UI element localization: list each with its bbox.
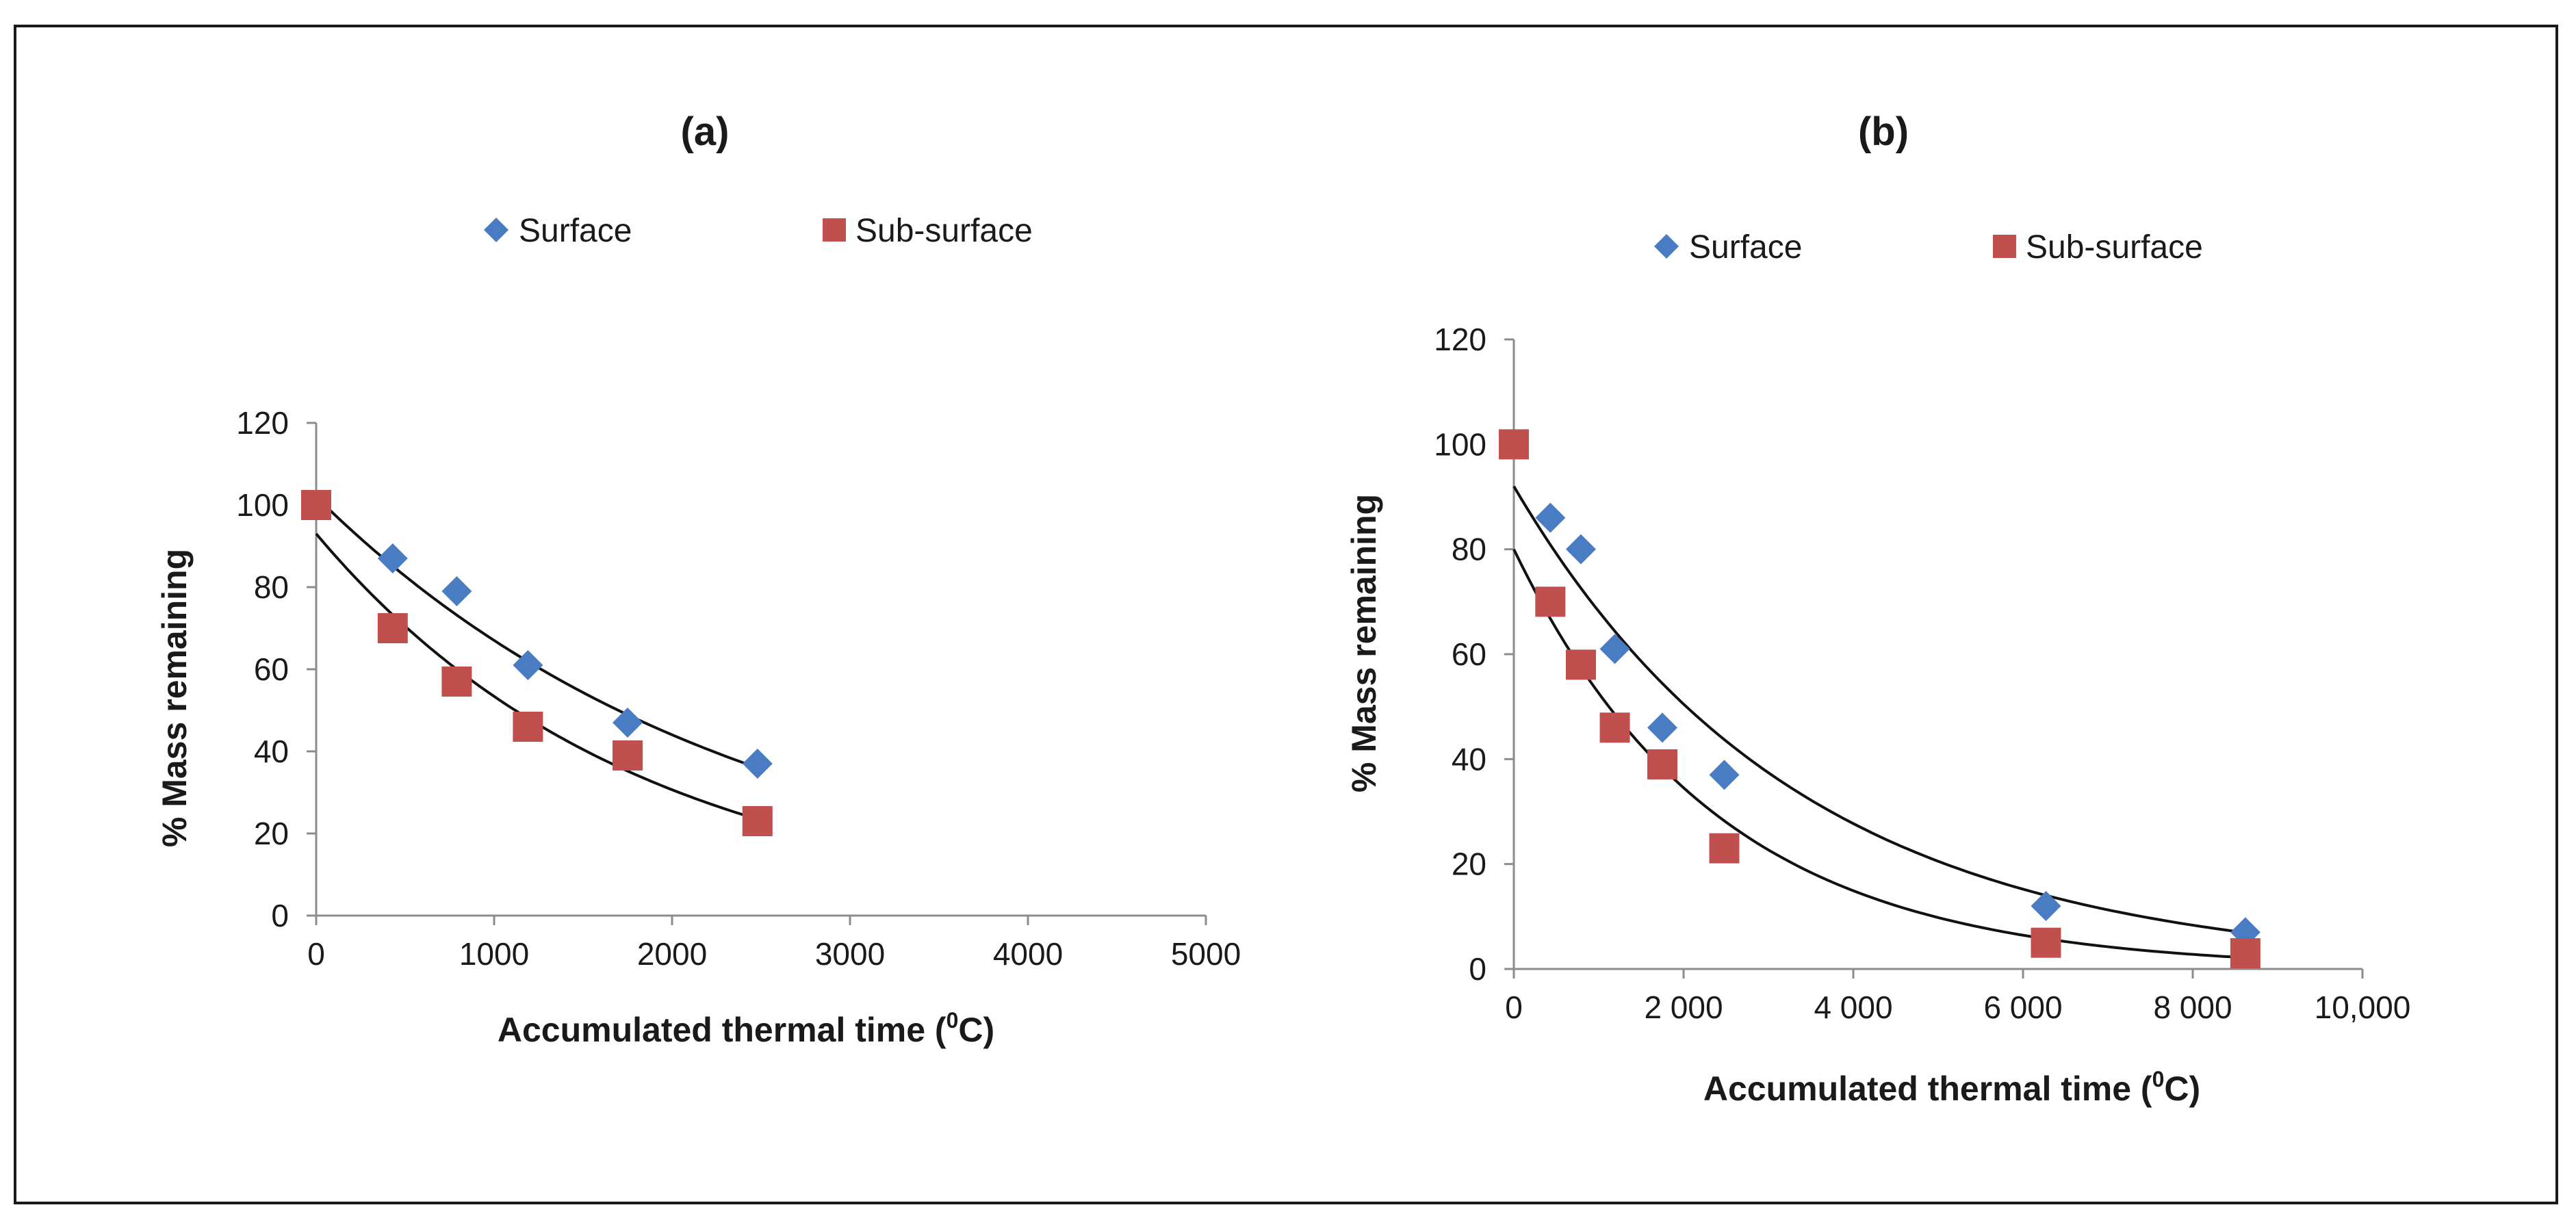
panel-a-legend: Surface Sub-surface [484,213,1033,249]
legend-label-surface: Surface [1689,229,1802,266]
panel-b-trendline-surface [1512,485,2246,934]
panel-b-y-tick-label: 80 [1452,532,1486,567]
panel-b-point-sub-surface [1499,429,1529,460]
panel-b-point-sub-surface [1647,749,1677,779]
panel-a-x-axis-title-main: Accumulated thermal time ( [498,1011,946,1049]
panel-a-x-axis-title: Accumulated thermal time (0C) [498,1008,994,1049]
panel-b-axes: 0 20 40 60 80 100 120 0 2 000 4 000 6 000 8 000 10,0… [1434,322,2410,1025]
legend-marker-surface [1654,234,1679,259]
panel-b-point-surface [1535,502,1566,533]
panel-b-point-surface [1647,712,1677,743]
panel-b-x-axis-title-degree: 0 [2152,1067,2165,1091]
panel-a-y-tick-label: 80 [254,569,289,605]
panel-a-x-tick-label: 2000 [637,936,707,972]
panel-a-x-tick-label: 3000 [815,936,885,972]
panel-b-x-tick-label: 2 000 [1644,989,1723,1025]
legend-marker-sub-surface [1993,235,2016,258]
panel-a-y-tick-label: 60 [254,651,289,687]
panel-b-y-tick-label: 60 [1452,636,1486,672]
panel-b-legend: Surface Sub-surface [1654,229,2203,266]
panel-a-x-axis-title-unit: C) [958,1011,994,1049]
panel-b-point-sub-surface [1709,833,1740,864]
panel-a-point-surface [441,576,472,606]
panel-a-trendline-sub-surface [315,532,758,821]
panel-b: (b) Surface Sub-surface 0204060801001200… [1345,109,2410,1108]
panel-b-y-tick-label: 100 [1434,426,1486,462]
panel-b-x-axis-title-main: Accumulated thermal time ( [1703,1070,2152,1108]
panel-a-axes: 0 20 40 60 80 100 120 0 1000 2000 3000 4000 5000 [236,405,1241,972]
legend-label-sub-surface: Sub-surface [855,213,1033,249]
panel-a-y-tick-label: 40 [254,734,289,769]
panel-a-point-sub-surface [377,613,408,643]
panel-a-point-surface [513,650,543,680]
legend-marker-surface [484,218,508,242]
legend-marker-sub-surface [823,218,846,242]
panel-a-point-sub-surface [441,667,472,697]
figure-frame [14,25,2558,1204]
panel-b-point-sub-surface [2230,938,2261,968]
panel-b-trendlines [1512,485,2246,959]
legend-label-sub-surface: Sub-surface [2026,229,2203,266]
panel-a: (a) Surface Sub-surface 0204060801001200… [155,109,1241,1049]
panel-a-x-axis-title-degree: 0 [946,1008,959,1033]
panel-b-point-sub-surface [1599,712,1630,743]
panel-b-y-tick-label: 0 [1469,951,1486,987]
panel-b-point-surface [1599,634,1630,664]
panel-a-y-tick-label: 120 [236,405,289,441]
panel-a-point-surface [613,708,643,738]
panel-a-x-tick-label: 4000 [993,936,1063,972]
panel-b-y-tick-label: 40 [1452,741,1486,777]
panel-b-point-sub-surface [2031,927,2061,958]
panel-b-x-tick-label: 4 000 [1814,989,1892,1025]
panel-a-y-tick-label: 100 [236,487,289,523]
panel-b-y-tick-label: 20 [1452,846,1486,882]
panel-b-point-surface [1565,534,1596,565]
panel-b-trendline-sub-surface [1512,548,2246,959]
panel-a-point-sub-surface [301,490,331,520]
panel-a-title: (a) [681,109,730,154]
panel-a-x-tick-label: 5000 [1171,936,1241,972]
panel-b-x-axis-title: Accumulated thermal time (0C) [1703,1067,2200,1108]
panel-a-y-tick-label: 20 [254,816,289,851]
panel-b-point-sub-surface [1565,649,1596,680]
legend-label-surface: Surface [519,213,632,249]
panel-b-x-axis-title-unit: C) [2164,1070,2200,1108]
panel-a-point-sub-surface [742,806,773,836]
panel-a-point-sub-surface [613,740,643,771]
panel-b-x-tick-label: 10,000 [2315,989,2411,1025]
panel-a-trendlines [315,495,758,821]
panel-a-point-surface [742,749,773,779]
panel-a-x-tick-label: 1000 [459,936,529,972]
panel-b-x-tick-label: 0 [1505,989,1523,1025]
panel-a-x-tick-label: 0 [307,936,325,972]
panel-b-point-surface [1709,760,1740,790]
panel-b-x-tick-label: 8 000 [2153,989,2232,1025]
panel-b-data-points [1499,429,2261,968]
panel-a-y-tick-label: 0 [271,898,289,933]
panel-a-point-sub-surface [513,712,543,742]
panel-b-y-axis-title: % Mass remaining [1345,494,1383,792]
panel-a-data-points [301,490,773,836]
panel-b-title: (b) [1858,109,1909,154]
panel-a-point-surface [377,543,408,573]
panel-b-y-tick-label: 120 [1434,322,1486,357]
panel-b-x-tick-label: 6 000 [1983,989,2062,1025]
panel-b-point-surface [2031,891,2061,921]
panel-a-y-axis-title: % Mass remaining [155,549,194,847]
panel-b-point-sub-surface [1535,586,1566,617]
